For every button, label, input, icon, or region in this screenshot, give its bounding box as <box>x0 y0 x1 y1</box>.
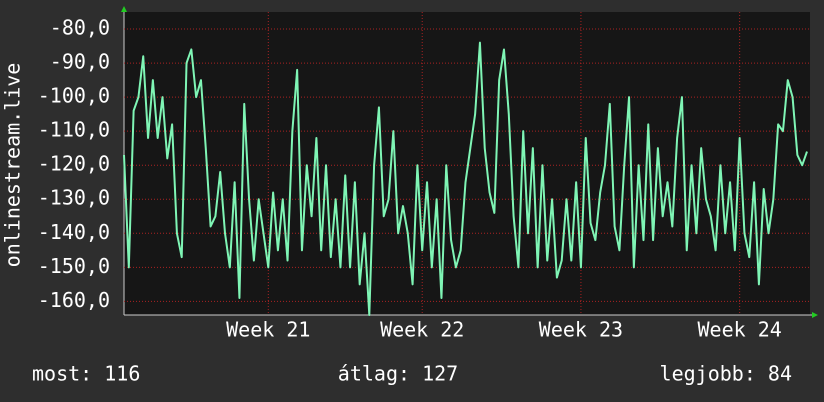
y-tick-label: -120,0 <box>38 152 110 176</box>
x-tick-label: Week 24 <box>698 318 782 342</box>
y-tick-label: -160,0 <box>38 288 110 312</box>
y-tick-label: -80,0 <box>50 16 110 40</box>
x-tick-label: Week 23 <box>539 318 623 342</box>
footer-best: legjobb: 84 <box>660 362 792 386</box>
y-tick-label: -100,0 <box>38 84 110 108</box>
axis-arrow <box>812 312 818 318</box>
y-tick-label: -90,0 <box>50 50 110 74</box>
data-line <box>123 41 808 316</box>
plot-area <box>124 12 810 315</box>
x-tick-label: Week 22 <box>380 318 464 342</box>
footer-average: átlag: 127 <box>338 362 458 386</box>
y-axis-label: onlinestream.live <box>1 63 25 268</box>
footer-current: most: 116 <box>32 362 140 386</box>
y-tick-label: -130,0 <box>38 186 110 210</box>
y-tick-label: -140,0 <box>38 220 110 244</box>
axis-arrow <box>121 6 127 12</box>
y-tick-label: -110,0 <box>38 118 110 142</box>
x-tick-label: Week 21 <box>226 318 310 342</box>
y-tick-label: -150,0 <box>38 254 110 278</box>
